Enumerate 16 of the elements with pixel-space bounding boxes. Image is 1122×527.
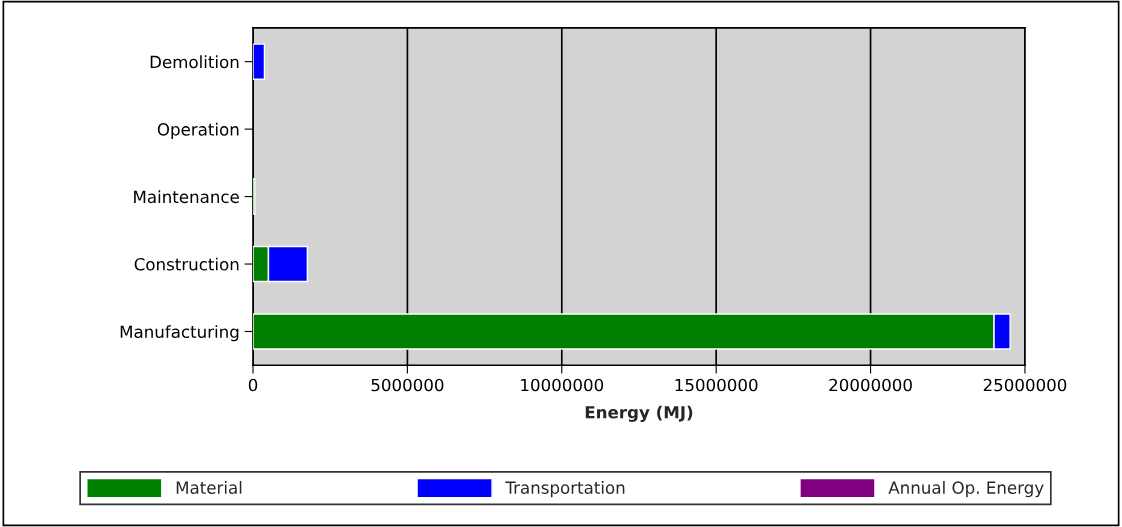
legend-label: Transportation	[505, 481, 625, 498]
legend-label: Annual Op. Energy	[888, 481, 1044, 498]
y-tick-label: Operation	[157, 122, 239, 139]
y-tick-label: Construction	[134, 257, 239, 271]
y-tick-label: Maintenance	[134, 190, 239, 204]
x-tick-label: 15000000	[675, 378, 758, 392]
y-tick-label: Manufacturing	[120, 325, 239, 342]
x-tick-label: 25000000	[983, 378, 1067, 392]
y-tick-label: Demolition	[150, 55, 239, 69]
x-tick-label: 5000000	[371, 378, 444, 392]
x-axis-title: Energy (MJ)	[585, 405, 693, 422]
bar	[253, 43, 266, 80]
legend-label: Material	[176, 481, 242, 494]
x-tick-label: 0	[248, 378, 258, 392]
x-tick-label: 20000000	[829, 378, 912, 392]
x-tick-label: 10000000	[521, 378, 604, 392]
